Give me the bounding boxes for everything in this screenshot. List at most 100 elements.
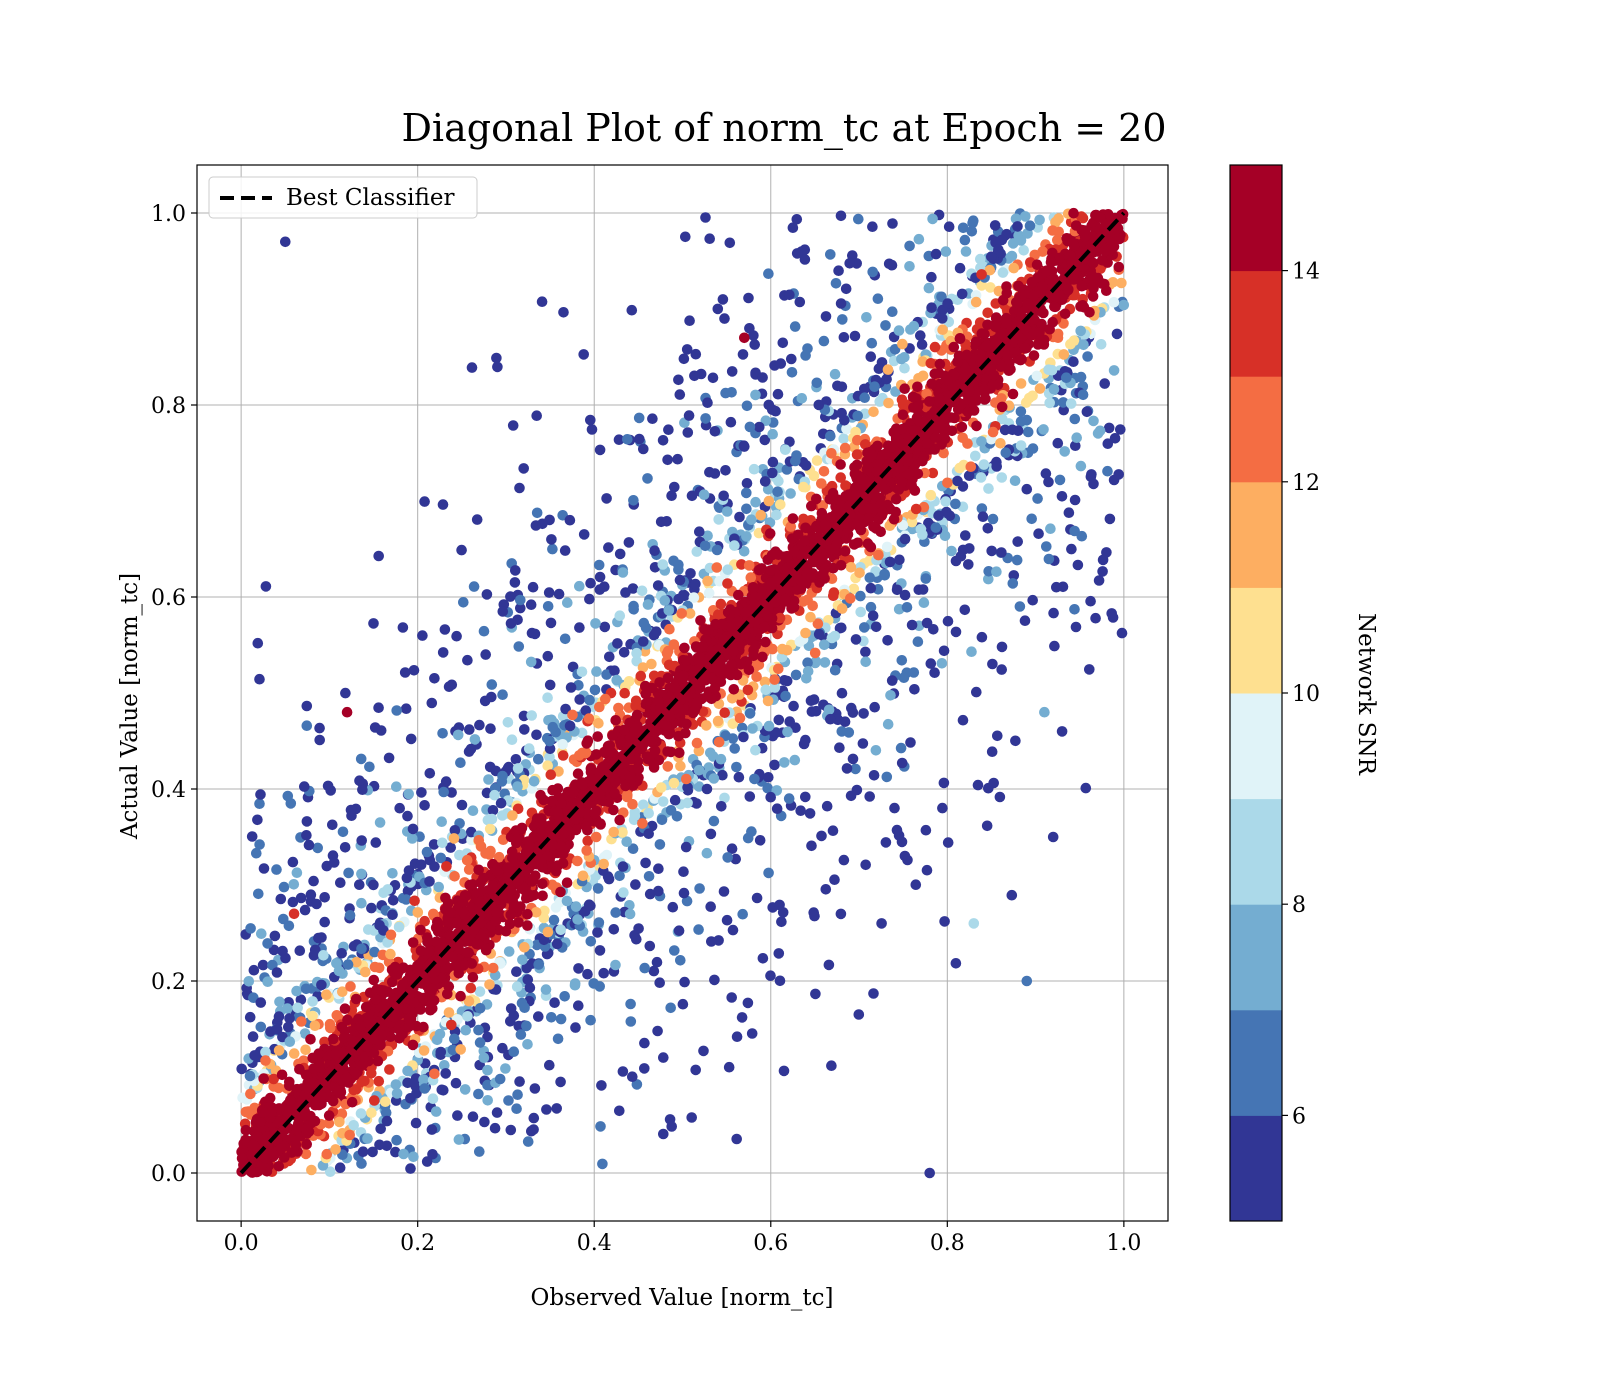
scatter-point [1048,383,1060,395]
scatter-point [684,315,695,327]
scatter-point [1043,476,1054,488]
scatter-point [971,420,982,432]
scatter-point [512,781,523,792]
scatter-point [870,621,882,633]
scatter-point [400,703,412,714]
scatter-point [544,751,555,763]
scatter-point [282,1003,293,1014]
scatter-point [359,1075,370,1087]
scatter-point [324,1018,336,1030]
scatter-point [633,923,644,934]
scatter-point [306,1164,317,1176]
scatter-point [363,924,374,935]
scatter-point [496,776,508,787]
scatter-point [552,1033,564,1045]
scatter-point [1047,225,1058,236]
scatter-point [573,963,584,974]
scatter-point [594,945,606,956]
scatter-point [659,595,671,606]
scatter-point [280,952,291,964]
scatter-point [636,585,648,597]
scatter-point [1041,265,1052,277]
scatter-point [1024,220,1036,231]
scatter-point [800,627,811,639]
scatter-point [545,617,557,629]
scatter-point [663,659,675,671]
scatter-point [271,1023,283,1035]
scatter-point [685,568,696,579]
scatter-point [698,489,710,501]
scatter-point [484,823,496,835]
scatter-point [643,808,654,819]
scatter-point [564,514,576,526]
scatter-point [930,522,942,533]
scatter-point [1036,306,1047,318]
scatter-point [539,905,550,917]
scatter-point [727,718,739,730]
scatter-point [494,1073,506,1085]
scatter-point [802,657,813,668]
scatter-point [518,710,530,722]
scatter-point [415,1004,426,1015]
scatter-point [850,426,861,438]
scatter-point [870,745,882,756]
scatter-point [702,530,713,542]
scatter-point [628,495,639,506]
scatter-point [565,682,577,693]
scatter-point [258,1073,270,1084]
scatter-point [355,1108,367,1119]
scatter-point [921,864,933,876]
scatter-point [569,979,581,991]
scatter-point [357,784,368,795]
scatter-point [800,734,811,746]
scatter-point [428,908,439,920]
scatter-point [283,1021,294,1033]
scatter-point [785,488,796,499]
scatter-point [926,378,938,390]
scatter-point [736,559,747,570]
scatter-point [1037,246,1048,257]
scatter-point [451,917,463,929]
scatter-point [577,870,589,882]
scatter-point [448,833,460,844]
scatter-point [860,646,871,658]
scatter-point [402,1077,413,1089]
scatter-point [942,477,953,489]
scatter-point [886,675,898,686]
scatter-point [876,918,887,929]
scatter-point [774,975,786,987]
scatter-point [767,404,778,416]
scatter-point [791,214,803,225]
scatter-point [848,583,860,595]
scatter-point [882,364,894,375]
scatter-point [346,1096,358,1108]
scatter-point [884,556,896,568]
scatter-point [679,976,690,988]
scatter-point [1027,594,1038,606]
scatter-point [690,578,701,590]
scatter-point [718,490,729,502]
scatter-point [820,884,832,895]
scatter-point [449,1033,460,1045]
scatter-point [673,374,684,386]
scatter-point [1041,541,1052,552]
scatter-point [528,1112,540,1124]
scatter-point [690,348,702,360]
scatter-point [763,495,775,507]
scatter-point [631,933,642,945]
scatter-point [744,323,755,334]
scatter-point [323,1118,335,1129]
scatter-point [1088,478,1099,490]
scatter-point [475,841,487,852]
scatter-point [746,1028,758,1039]
scatter-point [673,925,685,936]
scatter-point [899,352,910,363]
scatter-point [829,664,841,676]
scatter-point [360,966,371,978]
scatter-point [676,608,687,619]
scatter-point [468,581,480,592]
scatter-point [335,877,346,888]
scatter-point [868,988,879,999]
scatter-point [529,1083,541,1094]
scatter-point [386,976,398,988]
